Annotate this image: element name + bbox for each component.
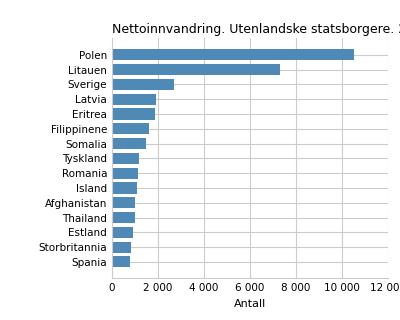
Bar bbox=[112, 138, 146, 149]
Bar bbox=[112, 242, 131, 253]
Bar bbox=[112, 108, 155, 120]
Bar bbox=[112, 49, 354, 60]
Bar bbox=[112, 168, 138, 179]
Bar bbox=[112, 197, 136, 208]
Bar bbox=[112, 212, 134, 223]
Text: Nettoinnvandring. Utenlandske statsborgere. 2011: Nettoinnvandring. Utenlandske statsborge… bbox=[112, 23, 400, 36]
Bar bbox=[112, 227, 133, 238]
X-axis label: Antall: Antall bbox=[234, 299, 266, 309]
Bar bbox=[112, 182, 137, 194]
Bar bbox=[112, 123, 149, 134]
Bar bbox=[112, 256, 130, 268]
Bar bbox=[112, 94, 156, 105]
Bar bbox=[112, 79, 174, 90]
Bar bbox=[112, 64, 280, 75]
Bar bbox=[112, 153, 139, 164]
